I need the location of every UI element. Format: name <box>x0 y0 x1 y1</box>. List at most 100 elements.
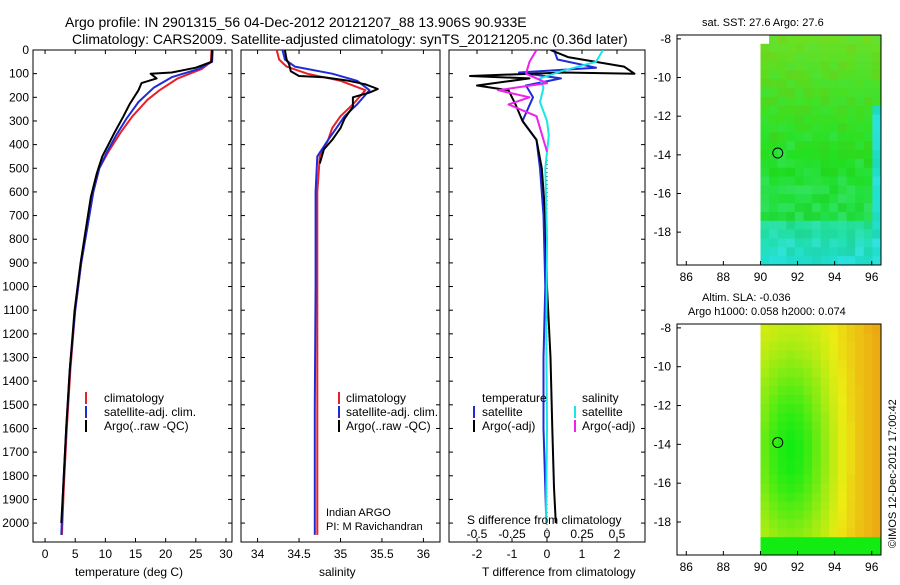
x-tick-label: 2 <box>614 547 621 561</box>
heatmap-cell <box>769 70 779 80</box>
heatmap-cell <box>846 501 856 512</box>
heatmap-cell <box>846 492 856 503</box>
series-line-argo-raw-qc- <box>283 50 379 164</box>
heatmap-cell <box>760 359 770 369</box>
heatmap-cell <box>855 404 865 414</box>
heatmap-cell <box>794 404 805 414</box>
heatmap-cell <box>837 88 848 98</box>
heatmap-cell <box>812 132 822 142</box>
heatmap-cell <box>769 519 779 529</box>
heatmap-cell <box>812 395 822 405</box>
difference-series <box>469 50 636 524</box>
heatmap-cell <box>777 404 787 414</box>
heatmap-cell <box>855 359 865 369</box>
heatmap-cell <box>837 501 848 512</box>
heatmap-cell <box>855 61 865 71</box>
sla-map-panel: Altim. SLA: -0.036 Argo h1000: 0.058 h20… <box>654 292 882 574</box>
heatmap-cell <box>872 368 881 378</box>
heatmap-cell <box>769 528 779 538</box>
heatmap-cell <box>786 194 796 204</box>
heatmap-cell <box>863 510 873 521</box>
heatmap-cell <box>846 105 856 116</box>
heatmap-cell <box>803 79 813 89</box>
heatmap-cell <box>872 185 881 195</box>
heatmap-cell <box>803 52 813 63</box>
heatmap-cell <box>803 35 813 45</box>
heatmap-cell <box>769 150 779 160</box>
heatmap-cell <box>829 377 839 387</box>
heatmap-cell <box>855 492 865 503</box>
heatmap-cell <box>820 528 830 538</box>
heatmap-cell <box>803 528 813 538</box>
heatmap-cell <box>760 421 770 432</box>
heatmap-cell <box>760 52 770 63</box>
depth-tick-label: 1100 <box>3 303 29 317</box>
heatmap-cell <box>829 238 839 248</box>
heatmap-cell <box>777 35 787 45</box>
heatmap-cell <box>837 510 848 521</box>
heatmap-cell <box>829 475 839 485</box>
heatmap-cell <box>829 528 839 538</box>
heatmap-cell <box>812 537 822 547</box>
heatmap-cell <box>769 439 779 449</box>
heatmap-cell <box>769 52 779 63</box>
heatmap-cell <box>786 412 796 423</box>
heatmap-cell <box>777 466 787 476</box>
heatmap-cell <box>829 176 839 186</box>
x-tick-label: 35 <box>334 547 348 561</box>
heatmap-cell <box>855 332 865 343</box>
heatmap-cell <box>855 220 865 231</box>
heatmap-cell <box>837 448 848 458</box>
heatmap-cell <box>855 238 865 248</box>
legend-argo-label: Argo(..raw -QC) <box>104 419 189 433</box>
heatmap-cell <box>872 332 881 343</box>
heatmap-cell <box>786 368 796 378</box>
heatmap-cell <box>846 211 856 222</box>
heatmap-cell <box>794 150 805 160</box>
heatmap-cell <box>760 43 770 54</box>
heatmap-cell <box>794 35 805 45</box>
heatmap-cell <box>769 475 779 485</box>
heatmap-cell <box>769 132 779 142</box>
heatmap-cell <box>803 332 813 343</box>
x-tick-label: 35.5 <box>370 547 394 561</box>
heatmap-cell <box>837 114 848 124</box>
sla-map-title-2: Argo h1000: 0.058 h2000: 0.074 <box>688 306 846 318</box>
heatmap-cell <box>803 176 813 186</box>
heatmap-cell <box>769 256 779 265</box>
heatmap-cell <box>794 412 805 423</box>
heatmap-cell <box>786 105 796 116</box>
argo-position-marker <box>772 437 784 449</box>
heatmap-cell <box>872 247 881 257</box>
heatmap-cell <box>837 483 848 494</box>
heatmap-cell <box>837 150 848 160</box>
heatmap-cell <box>794 377 805 387</box>
heatmap-cell <box>837 167 848 178</box>
heatmap-cell <box>820 395 830 405</box>
heatmap-cell <box>837 70 848 80</box>
heatmap-cell <box>769 35 779 45</box>
heatmap-cell <box>837 35 848 45</box>
heatmap-cell <box>863 150 873 160</box>
heatmap-cell <box>786 61 796 71</box>
heatmap-cell <box>855 229 865 239</box>
legend-sal-argo-label: Argo(-adj) <box>582 419 635 433</box>
heatmap-cell <box>820 501 830 512</box>
heatmap-cell <box>769 341 779 352</box>
heatmap-cell <box>786 35 796 45</box>
heatmap-cell <box>846 537 856 547</box>
heatmap-cell <box>786 52 796 63</box>
heatmap-cell <box>820 519 830 529</box>
map-x-tick-label: 94 <box>828 270 842 284</box>
temperature-x-label: temperature (deg C) <box>75 565 183 579</box>
heatmap-cell <box>803 395 813 405</box>
legend-temperature-heading: temperature <box>482 391 547 405</box>
heatmap-cell <box>794 448 805 458</box>
heatmap-cell <box>829 211 839 222</box>
heatmap-cell <box>846 52 856 63</box>
heatmap-cell <box>769 105 779 116</box>
heatmap-cell <box>872 220 881 231</box>
heatmap-cell <box>855 341 865 352</box>
heatmap-cell <box>863 70 873 80</box>
heatmap-cell <box>812 114 822 124</box>
